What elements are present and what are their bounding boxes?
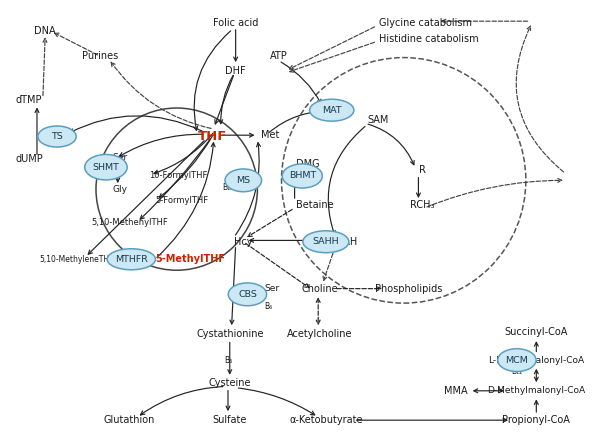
Text: Hcy: Hcy [234, 237, 253, 247]
Text: Ser: Ser [112, 153, 127, 162]
Text: dTMP: dTMP [16, 95, 42, 105]
Ellipse shape [303, 231, 349, 253]
Ellipse shape [107, 249, 155, 270]
Text: ATP: ATP [270, 51, 287, 61]
Text: Gly: Gly [112, 185, 127, 194]
Text: CBS: CBS [238, 290, 257, 299]
Text: Betaine: Betaine [296, 200, 334, 210]
Text: Sulfate: Sulfate [212, 415, 247, 425]
Text: D-Methylmalonyl-CoA: D-Methylmalonyl-CoA [487, 386, 586, 395]
Text: Folic acid: Folic acid [213, 17, 259, 28]
Text: Cystathionine: Cystathionine [196, 329, 263, 339]
Text: B₁₂: B₁₂ [512, 368, 523, 377]
Text: DMG: DMG [296, 159, 320, 169]
Text: Glutathion: Glutathion [104, 415, 155, 425]
Text: DHF: DHF [226, 66, 246, 76]
Text: RCH₃: RCH₃ [410, 200, 435, 210]
Ellipse shape [38, 126, 76, 147]
Text: SAM: SAM [367, 115, 388, 125]
Text: L-Methylmalonyl-CoA: L-Methylmalonyl-CoA [488, 356, 584, 365]
Text: Acetylcholine: Acetylcholine [287, 329, 353, 339]
Ellipse shape [310, 99, 354, 121]
Ellipse shape [282, 164, 322, 188]
Ellipse shape [85, 155, 127, 180]
Text: Ser: Ser [264, 284, 279, 293]
Text: Succinyl-CoA: Succinyl-CoA [505, 328, 568, 337]
Text: Choline: Choline [302, 284, 338, 293]
Text: SAHH: SAHH [313, 237, 339, 246]
Text: MS: MS [236, 176, 250, 185]
Text: Histidine catabolism: Histidine catabolism [379, 34, 479, 44]
Text: R: R [419, 165, 426, 175]
Text: B₁₂: B₁₂ [223, 183, 233, 192]
Text: 5-MethylTHF: 5-MethylTHF [155, 254, 225, 264]
Text: Purines: Purines [82, 51, 118, 61]
Text: B₆: B₆ [264, 301, 272, 311]
Text: α-Ketobutyrate: α-Ketobutyrate [289, 415, 362, 425]
Text: MTHFR: MTHFR [115, 255, 148, 264]
Text: MAT: MAT [322, 106, 341, 115]
Text: MCM: MCM [505, 356, 529, 365]
Text: Phospholipids: Phospholipids [375, 284, 442, 293]
Text: dUMP: dUMP [16, 155, 43, 164]
Text: BHMT: BHMT [289, 171, 316, 180]
Text: SAH: SAH [338, 237, 358, 247]
Text: TS: TS [51, 132, 63, 141]
Text: Propionyl-CoA: Propionyl-CoA [502, 415, 570, 425]
Text: 5,10-MethenylTHF: 5,10-MethenylTHF [91, 218, 168, 227]
Text: DNA: DNA [34, 26, 56, 36]
Text: Cysteine: Cysteine [209, 378, 251, 388]
Text: 10-FormylTHF: 10-FormylTHF [149, 171, 208, 180]
Ellipse shape [225, 169, 262, 192]
Text: 5,10-MethyleneTHF: 5,10-MethyleneTHF [40, 255, 114, 264]
Text: B₆: B₆ [91, 158, 100, 167]
Ellipse shape [228, 283, 266, 306]
Text: SHMT: SHMT [92, 163, 119, 172]
Text: 5-FormylTHF: 5-FormylTHF [155, 196, 208, 206]
Ellipse shape [498, 349, 536, 372]
Text: Met: Met [261, 130, 280, 140]
Text: THF: THF [197, 130, 227, 143]
Text: Glycine catabolism: Glycine catabolism [379, 17, 472, 28]
Text: B₆: B₆ [224, 356, 232, 365]
Text: MMA: MMA [444, 386, 467, 396]
